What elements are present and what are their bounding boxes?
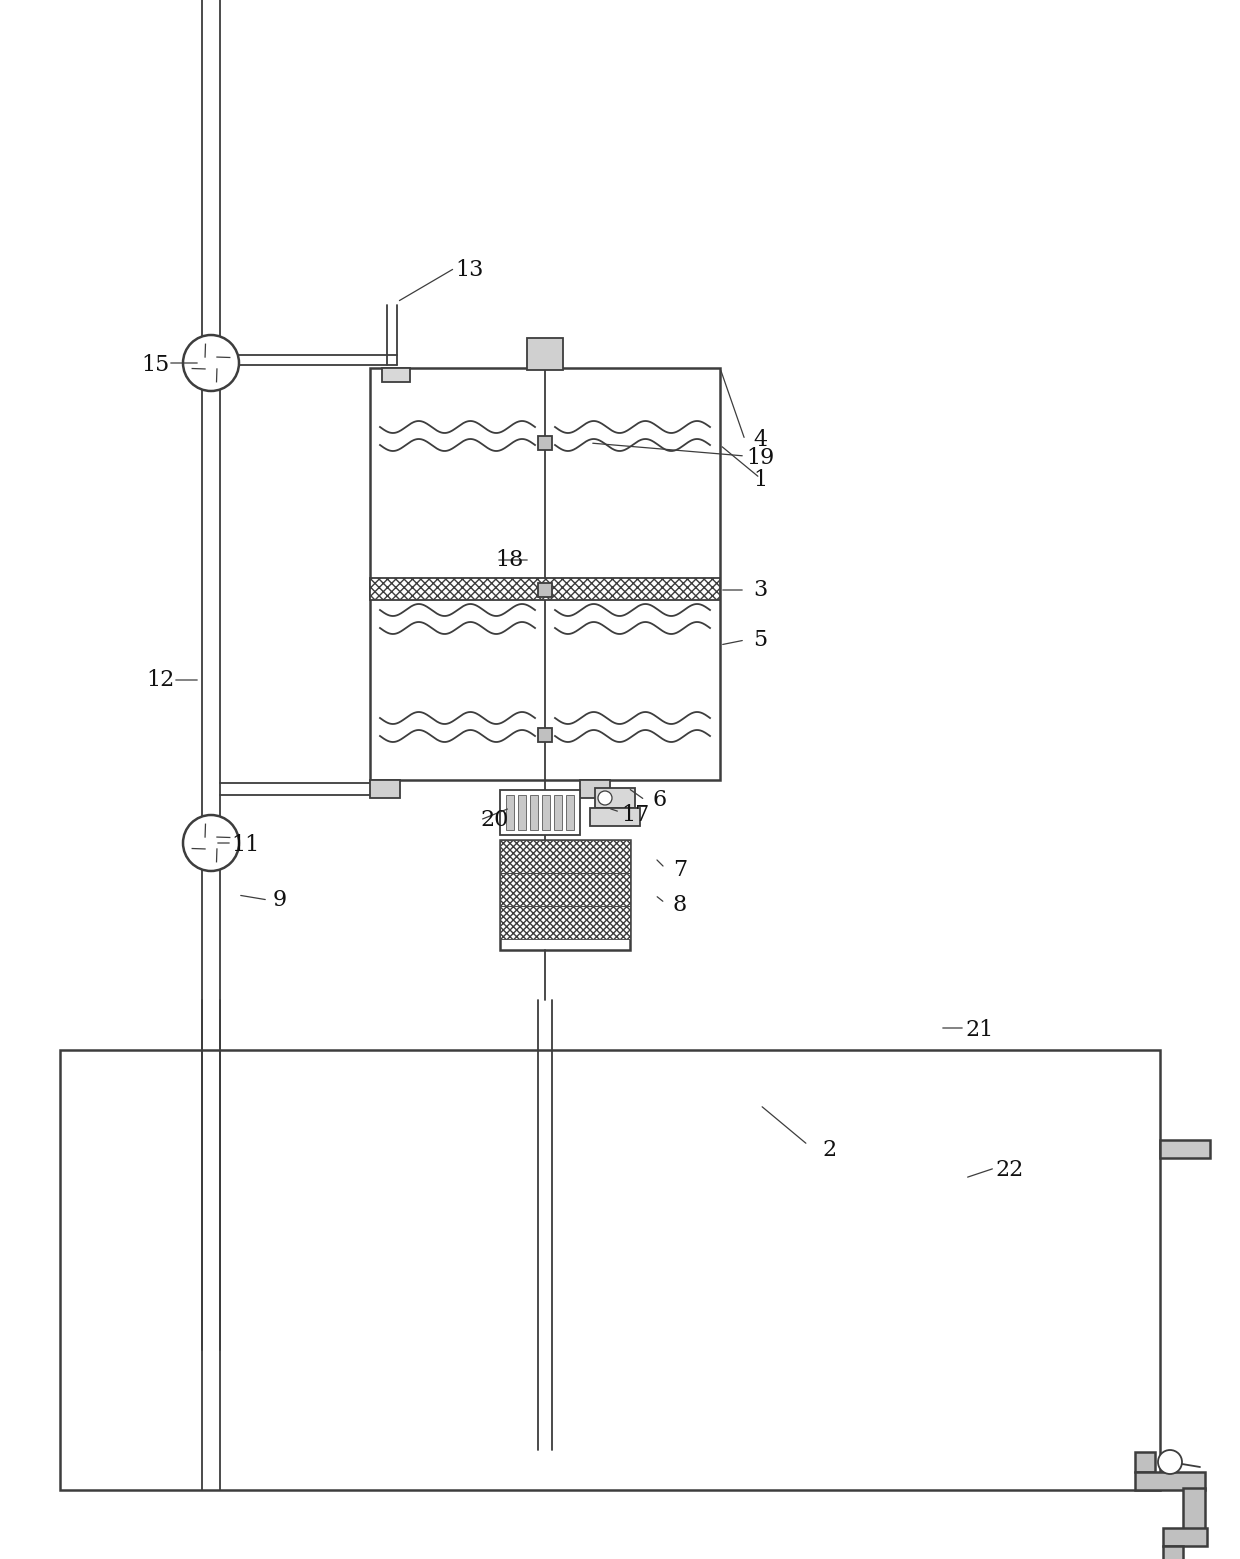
Text: 20: 20 (481, 809, 510, 831)
Bar (500, 840, 630, 949)
Text: 12: 12 (146, 669, 174, 691)
Bar (538, 728, 552, 742)
Text: 1: 1 (753, 469, 768, 491)
Bar (590, 808, 640, 826)
Bar (580, 780, 610, 798)
Bar (1135, 1472, 1205, 1490)
Bar (500, 840, 630, 873)
Text: 22: 22 (996, 1158, 1024, 1182)
Bar (1163, 1528, 1207, 1547)
Bar (527, 338, 563, 369)
Bar (1183, 1487, 1205, 1532)
Bar (538, 437, 552, 451)
Circle shape (598, 790, 613, 804)
Bar (500, 873, 630, 906)
Bar (370, 780, 401, 798)
Bar (529, 795, 538, 829)
Bar (554, 795, 562, 829)
Bar (1163, 1547, 1183, 1559)
Bar (500, 906, 630, 939)
Bar (565, 795, 574, 829)
Bar (542, 795, 551, 829)
Text: 11: 11 (231, 834, 259, 856)
Circle shape (184, 335, 239, 391)
Circle shape (1158, 1450, 1182, 1473)
Bar (506, 795, 515, 829)
Text: 4: 4 (753, 429, 768, 451)
Bar (518, 795, 526, 829)
Text: 6: 6 (653, 789, 667, 811)
Text: 2: 2 (823, 1140, 837, 1161)
Text: 19: 19 (746, 447, 774, 469)
Text: 5: 5 (753, 628, 768, 652)
Text: 15: 15 (141, 354, 169, 376)
Bar (500, 790, 580, 836)
Text: 17: 17 (621, 804, 649, 826)
Text: 3: 3 (753, 578, 768, 602)
Text: 13: 13 (456, 259, 484, 281)
Bar (1135, 1451, 1154, 1472)
Bar (595, 787, 635, 808)
Bar (538, 583, 552, 597)
Text: 18: 18 (496, 549, 525, 571)
Text: 7: 7 (673, 859, 687, 881)
Bar (60, 1051, 1159, 1490)
Bar (1159, 1140, 1210, 1158)
Circle shape (184, 815, 239, 871)
Bar (370, 368, 720, 780)
Text: 9: 9 (273, 889, 288, 910)
Bar (382, 368, 410, 382)
Text: 8: 8 (673, 893, 687, 917)
Bar (370, 578, 720, 600)
Text: 21: 21 (966, 1020, 994, 1041)
